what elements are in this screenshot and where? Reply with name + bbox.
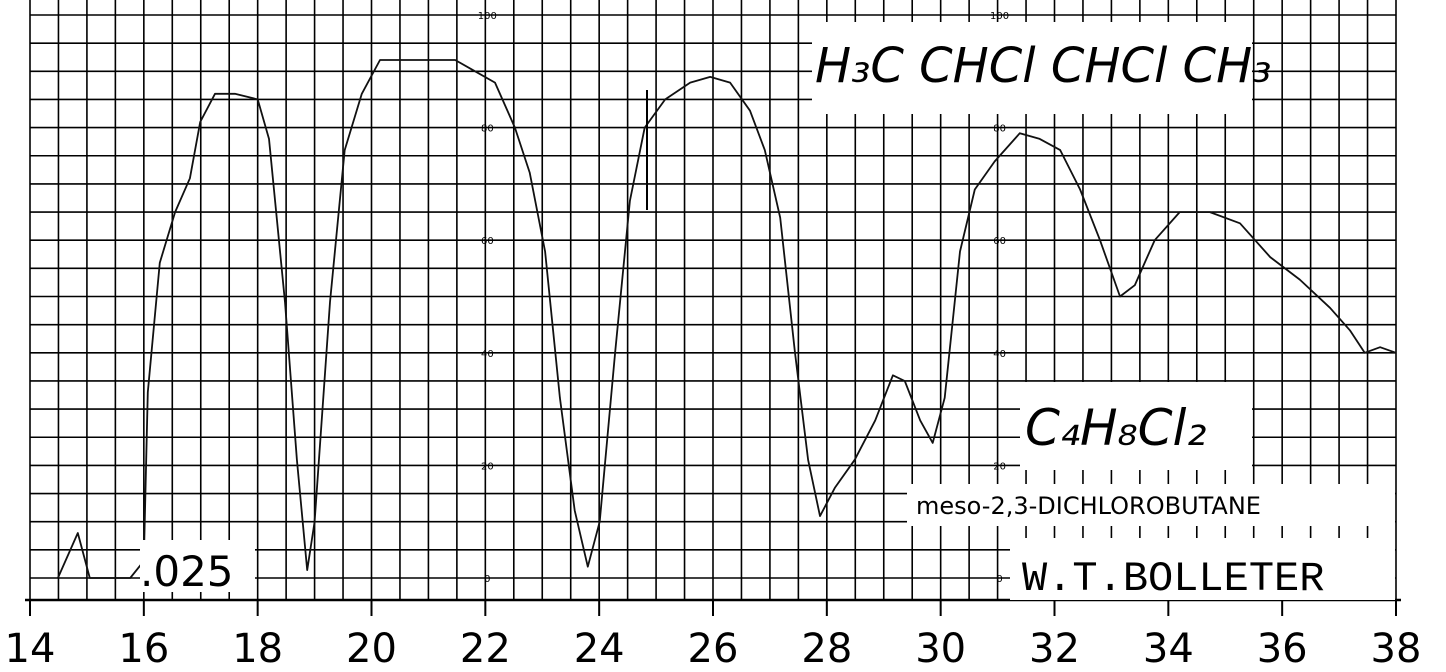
y-tick-label: 20	[993, 461, 1006, 472]
y-tick-label: 100	[478, 11, 497, 22]
formula-box	[1020, 382, 1252, 470]
x-tick-label: 38	[1371, 626, 1422, 672]
annotation: .025	[140, 547, 234, 596]
x-tick-label: 14	[5, 626, 56, 672]
y-tick-label: 80	[993, 124, 1006, 135]
x-tick-label: 24	[574, 626, 625, 672]
x-tick-label: 30	[915, 626, 966, 672]
y-tick-label: 100	[990, 11, 1009, 22]
plot	[57, 59, 1397, 579]
annotation-box	[140, 540, 255, 592]
x-tick-label: 16	[118, 626, 169, 672]
x-tick-label: 26	[688, 626, 739, 672]
labels: H₃C CHCl CHCl CH₃ C₄H₈Cl₂ meso-2,3-DICHL…	[140, 22, 1395, 603]
x-tick-label: 20	[346, 626, 397, 672]
subtitle: meso-2,3-DICHLOROBUTANE	[916, 492, 1261, 520]
x-tick-label: 32	[1029, 626, 1080, 672]
formula: C₄H₈Cl₂	[1025, 399, 1206, 457]
x-tick-label: 36	[1257, 626, 1308, 672]
y-tick-label: 60	[993, 236, 1006, 247]
x-tick-label: 22	[460, 626, 511, 672]
author: W.T.BOLLETER	[1022, 555, 1324, 603]
y-tick-label: 60	[481, 236, 494, 247]
title-box	[812, 22, 1252, 114]
y-tick-label: 40	[481, 349, 494, 360]
x-tick-label: 34	[1143, 626, 1194, 672]
x-tick-label: 18	[232, 626, 283, 672]
subtitle-box	[907, 484, 1395, 526]
chart-title: H₃C CHCl CHCl CH₃	[815, 38, 1271, 94]
y-tick-label: 80	[481, 124, 494, 135]
spectrum-line	[57, 59, 1397, 579]
y-tick-label: 20	[481, 461, 494, 472]
y-tick-label: 0	[996, 574, 1002, 585]
y-tick-label: 0	[484, 574, 490, 585]
author-box	[1010, 538, 1395, 600]
y-tick-label: 40	[993, 349, 1006, 360]
x-tick-label: 28	[801, 626, 852, 672]
